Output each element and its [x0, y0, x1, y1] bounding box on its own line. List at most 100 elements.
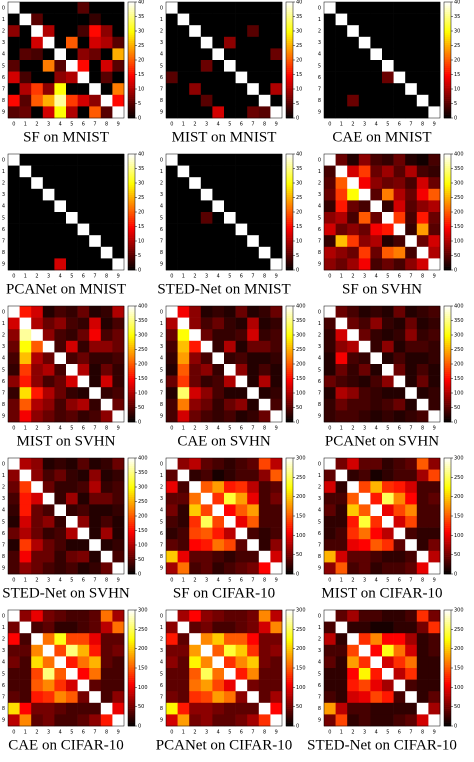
heatmap-cell	[324, 2, 336, 14]
x-tick-label: 4	[375, 578, 378, 584]
heatmap-cell	[370, 656, 383, 669]
heatmap-cell	[416, 656, 429, 669]
heatmap-cell	[200, 36, 213, 49]
heatmap-cell	[405, 200, 418, 213]
x-tick-label: 1	[24, 730, 27, 736]
colorbar-segment	[286, 83, 293, 86]
heatmap-cell	[8, 306, 20, 318]
heatmap-cell	[8, 329, 20, 342]
y-tick-label: 6	[2, 531, 5, 537]
heatmap-cell	[335, 13, 348, 26]
colorbar-segment	[444, 637, 451, 640]
colorbar-segment	[286, 481, 293, 484]
colorbar-segment	[286, 169, 293, 172]
heatmap-cell	[212, 481, 225, 494]
heatmap-cell	[54, 154, 67, 166]
heatmap-cell	[393, 71, 406, 84]
colorbar-segment	[444, 7, 451, 11]
colorbar-segment	[286, 342, 293, 345]
colorbar-segment	[286, 336, 293, 340]
heatmap-cell	[405, 621, 418, 634]
heatmap-cell	[42, 306, 55, 318]
y-tick-label: 2	[160, 181, 163, 187]
heatmap-cell	[405, 177, 418, 190]
heatmap-cell	[42, 539, 55, 552]
heatmap-cell	[335, 656, 348, 669]
heatmap-cell	[335, 410, 348, 423]
colorbar-segment	[128, 560, 135, 563]
colorbar-segment	[128, 527, 135, 530]
heatmap-cell	[54, 691, 67, 704]
colorbar-segment	[286, 58, 293, 61]
colorbar-tick-label: 400	[454, 304, 464, 310]
x-tick-label: 2	[351, 730, 354, 736]
heatmap-cell	[382, 2, 394, 14]
heatmap-cell	[42, 2, 55, 14]
heatmap-cell	[347, 13, 360, 26]
heatmap-cell	[235, 691, 248, 704]
colorbar-segment	[128, 67, 135, 70]
heatmap-cell	[358, 94, 371, 107]
heatmap-cell	[31, 691, 44, 704]
colorbar-segment	[444, 173, 451, 176]
heatmap-cell	[77, 621, 90, 634]
x-tick-label: 0	[12, 274, 15, 280]
colorbar-segment	[286, 566, 293, 569]
colorbar-segment	[444, 516, 451, 519]
colorbar-segment	[128, 712, 135, 715]
heatmap-cell	[100, 410, 113, 423]
colorbar-segment	[444, 633, 451, 636]
heatmap-cell	[324, 610, 336, 622]
x-tick-label: 5	[70, 122, 73, 128]
heatmap-cell	[166, 398, 178, 411]
heatmap-cell	[393, 352, 406, 365]
heatmap-cell	[428, 375, 441, 388]
colorbar-segment	[444, 619, 451, 622]
colorbar-segment	[444, 48, 451, 51]
colorbar-segment	[444, 227, 451, 230]
heatmap-cell	[416, 13, 429, 26]
colorbar-segment	[286, 89, 293, 92]
heatmap-cell	[42, 610, 55, 622]
heatmap-cell	[42, 317, 55, 330]
heatmap-cell	[247, 165, 260, 178]
heatmap-cell	[19, 235, 32, 248]
heatmap-cell	[8, 317, 20, 330]
x-tick-label: 4	[59, 578, 62, 584]
heatmap-cell	[247, 223, 260, 236]
y-tick-label: 9	[318, 262, 321, 268]
x-tick-label: 9	[117, 426, 120, 432]
heatmap-cell	[335, 458, 348, 470]
heatmap-cell	[189, 714, 202, 727]
heatmap-cell	[224, 223, 236, 236]
plot-frame	[323, 1, 441, 119]
heatmap-cell	[189, 492, 202, 505]
heatmap-cell	[66, 317, 78, 330]
heatmap-cell	[42, 714, 55, 727]
heatmap-cell	[235, 94, 248, 107]
heatmap-cell	[42, 235, 55, 248]
heatmap-cell	[100, 223, 113, 236]
colorbar-segment	[128, 698, 135, 702]
colorbar-segment	[286, 475, 293, 478]
heatmap-cell	[177, 13, 190, 26]
colorbar-segment	[286, 369, 293, 373]
colorbar-segment	[444, 712, 451, 715]
colorbar-segment	[286, 171, 293, 174]
y-tick-label: 0	[318, 5, 321, 11]
heatmap-cell	[393, 527, 406, 540]
colorbar-segment	[286, 568, 293, 571]
heatmap-cell	[189, 621, 202, 634]
heatmap-cell	[393, 177, 406, 190]
colorbar-segment	[286, 519, 293, 523]
colorbar-segment	[128, 408, 135, 411]
colorbar-segment	[444, 654, 451, 657]
colorbar-segment	[444, 356, 451, 359]
colorbar-segment	[286, 367, 293, 371]
y-tick-label: 4	[318, 52, 321, 58]
heatmap-cell	[247, 352, 260, 365]
heatmap-cell	[235, 106, 248, 119]
y-tick-label: 7	[318, 391, 321, 397]
heatmap-cell	[358, 633, 371, 646]
heatmap-cell	[393, 702, 406, 715]
